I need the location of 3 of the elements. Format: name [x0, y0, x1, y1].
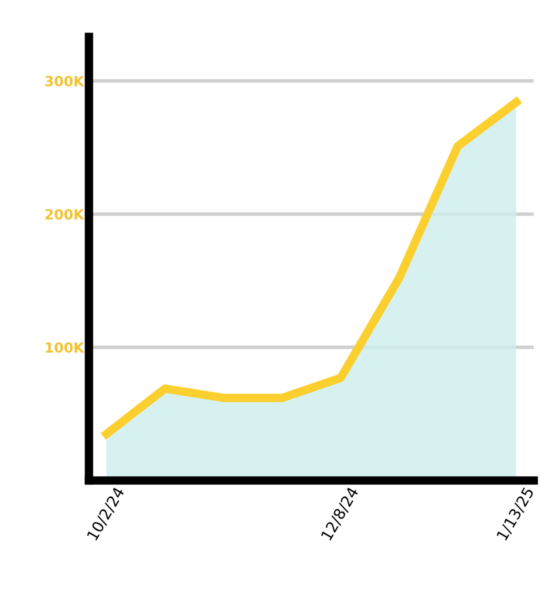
y-tick-label: 200K: [45, 209, 85, 220]
y-tick-label: 100K: [46, 342, 85, 353]
y-tick-label: 300K: [45, 76, 85, 86]
